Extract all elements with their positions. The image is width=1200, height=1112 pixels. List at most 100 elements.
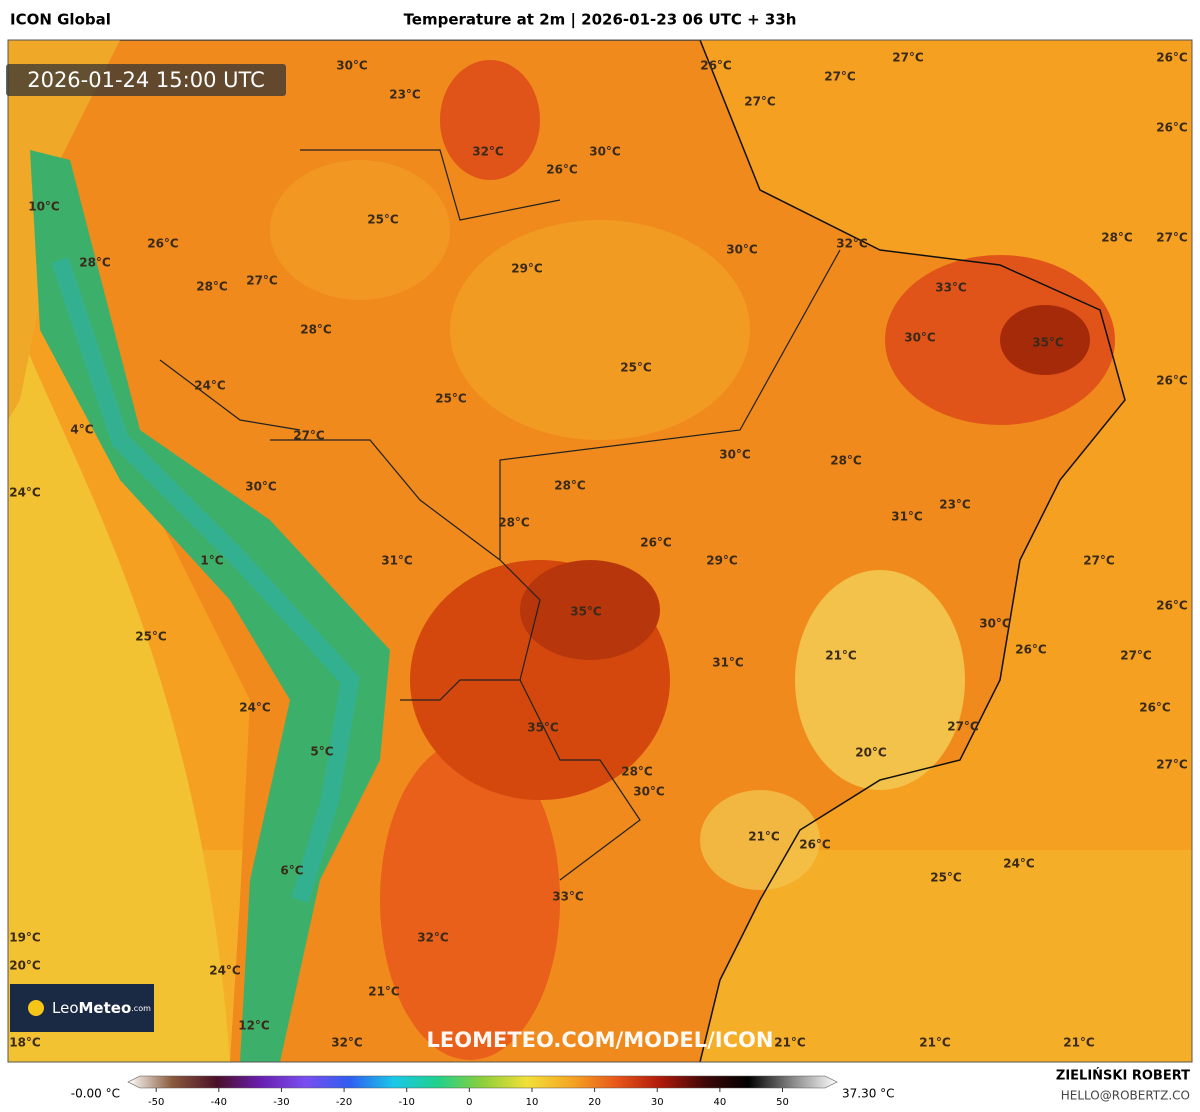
colorbar-tick-label: 50	[776, 1097, 789, 1108]
temperature-label: 24°C	[194, 379, 226, 393]
temperature-label: 31°C	[712, 656, 744, 670]
temperature-label: 35°C	[570, 605, 602, 619]
temperature-label: 21°C	[748, 830, 780, 844]
temperature-label: 26°C	[1015, 643, 1047, 657]
colorbar	[127, 1075, 838, 1089]
temperature-label: 27°C	[744, 95, 776, 109]
temperature-label: 27°C	[293, 429, 325, 443]
temperature-label: 12°C	[238, 1019, 270, 1033]
temperature-label: 4°C	[70, 423, 93, 437]
temperature-label: 6°C	[280, 864, 303, 878]
temperature-label: 27°C	[246, 274, 278, 288]
temperature-label: 30°C	[904, 331, 936, 345]
temperature-label: 5°C	[310, 745, 333, 759]
temperature-label: 26°C	[1139, 701, 1171, 715]
temperature-label: 18°C	[9, 1036, 41, 1050]
temperature-label: 29°C	[511, 262, 543, 276]
temperature-label: 26°C	[1156, 121, 1188, 135]
map-frame	[7, 39, 1193, 1063]
temperature-label: 21°C	[825, 649, 857, 663]
temperature-label: 21°C	[368, 985, 400, 999]
temperature-label: 24°C	[209, 964, 241, 978]
temperature-label: 27°C	[1156, 231, 1188, 245]
temperature-label: 28°C	[554, 479, 586, 493]
time-box	[6, 64, 286, 96]
temperature-label: 20°C	[9, 959, 41, 973]
temperature-label: 28°C	[830, 454, 862, 468]
temperature-label: 26°C	[1156, 51, 1188, 65]
watermark: LEOMETEO.COM/MODEL/ICON	[427, 1028, 774, 1052]
colorbar-tick-label: -20	[336, 1097, 352, 1108]
temperature-label: 24°C	[239, 701, 271, 715]
temperature-label: 21°C	[774, 1036, 806, 1050]
colorbar-tick-label: -40	[211, 1097, 227, 1108]
temperature-label: 28°C	[196, 280, 228, 294]
logo-sun	[28, 1000, 44, 1016]
temperature-label: 30°C	[589, 145, 621, 159]
temperature-label: 35°C	[527, 721, 559, 735]
temperature-label: 29°C	[706, 554, 738, 568]
temperature-label: 33°C	[552, 890, 584, 904]
temperature-label: 30°C	[633, 785, 665, 799]
temperature-label: 27°C	[1083, 554, 1115, 568]
temperature-label: 26°C	[640, 536, 672, 550]
temperature-label: 24°C	[9, 486, 41, 500]
temperature-label: 28°C	[79, 256, 111, 270]
temperature-label: 21°C	[1063, 1036, 1095, 1050]
temperature-label: 24°C	[1003, 857, 1035, 871]
colorbar-tick-label: 0	[466, 1097, 472, 1108]
temperature-label: 28°C	[300, 323, 332, 337]
temperature-label: 25°C	[135, 630, 167, 644]
temperature-label: 32°C	[472, 145, 504, 159]
temperature-label: 30°C	[979, 617, 1011, 631]
temperature-label: 10°C	[28, 200, 60, 214]
temperature-label: 31°C	[381, 554, 413, 568]
temperature-label: 31°C	[891, 510, 923, 524]
temperature-label: 26°C	[147, 237, 179, 251]
colorbar-tick-label: 20	[588, 1097, 601, 1108]
temperature-label: 25°C	[367, 213, 399, 227]
temperature-label: 30°C	[726, 243, 758, 257]
temperature-label: 21°C	[919, 1036, 951, 1050]
temperature-label: 20°C	[855, 746, 887, 760]
temperature-label: 28°C	[621, 765, 653, 779]
temperature-label: 27°C	[824, 70, 856, 84]
temperature-label: 32°C	[836, 237, 868, 251]
temperature-label: 27°C	[1120, 649, 1152, 663]
temperature-label: 33°C	[935, 281, 967, 295]
temperature-label: 1°C	[200, 554, 223, 568]
temperature-label: 30°C	[336, 59, 368, 73]
temperature-label: 30°C	[245, 480, 277, 494]
temperature-label: 25°C	[930, 871, 962, 885]
colorbar-tick-label: 40	[714, 1097, 727, 1108]
colorbar-tick-label: 30	[651, 1097, 664, 1108]
temperature-label: 26°C	[700, 59, 732, 73]
colorbar-tick-label: 10	[526, 1097, 539, 1108]
colorbar-min: -0.00 °C	[71, 1087, 120, 1101]
temperature-label: 27°C	[1156, 758, 1188, 772]
colorbar-tick-label: -50	[148, 1097, 164, 1108]
temperature-label: 23°C	[939, 498, 971, 512]
temperature-label: 26°C	[546, 163, 578, 177]
email[interactable]: HELLO@ROBERTZ.CO	[1061, 1089, 1190, 1103]
temperature-label: 35°C	[1032, 336, 1064, 350]
temperature-label: 23°C	[389, 88, 421, 102]
logo-text: LeoMeteo.com	[52, 999, 151, 1017]
temperature-label: 19°C	[9, 931, 41, 945]
colorbar-max: 37.30 °C	[842, 1087, 895, 1101]
temperature-label: 25°C	[620, 361, 652, 375]
temperature-label: 25°C	[435, 392, 467, 406]
temperature-label: 32°C	[331, 1036, 363, 1050]
temperature-label: 27°C	[947, 720, 979, 734]
map-area: 30°C 23°C 32°C 30°C 26°C 26°C 27°C 27°C 26°C 27°C…	[8, 40, 1192, 1062]
temperature-label: 28°C	[1101, 231, 1133, 245]
valid-time: 2026-01-24 15:00 UTC	[27, 68, 265, 92]
temperature-label: 26°C	[1156, 599, 1188, 613]
chart-title: Temperature at 2m | 2026-01-23 06 UTC + …	[404, 11, 797, 30]
colorbar-tick-label: -10	[399, 1097, 415, 1108]
author: ZIELIŃSKI ROBERT	[1056, 1068, 1190, 1084]
model-name: ICON Global	[10, 11, 111, 29]
temperature-label: 27°C	[892, 51, 924, 65]
